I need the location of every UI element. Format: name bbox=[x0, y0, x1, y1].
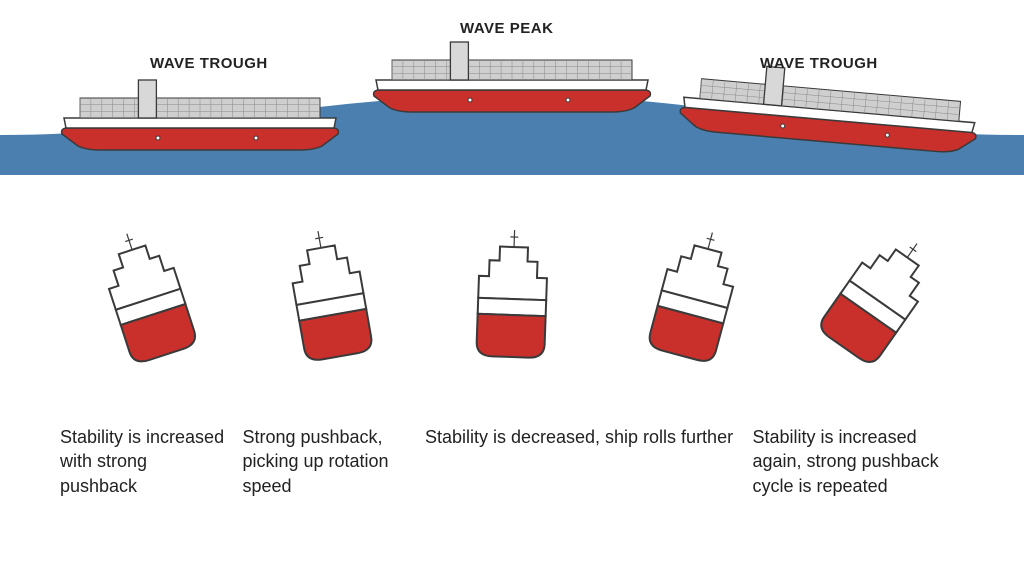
caption: Strong pushback, picking up rotation spe… bbox=[242, 425, 406, 498]
roll-stage-3 bbox=[608, 220, 778, 400]
ship-cross-section bbox=[80, 220, 220, 370]
roll-stage-4 bbox=[789, 220, 959, 400]
label-wave-trough-left: WAVE TROUGH bbox=[150, 55, 268, 72]
roll-stage-1 bbox=[246, 220, 416, 400]
wave-profile-section: WAVE TROUGH WAVE PEAK WAVE TROUGH bbox=[0, 0, 1024, 180]
roll-sequence-section: Stability is increased with strong pushb… bbox=[0, 180, 1024, 576]
label-wave-trough-right: WAVE TROUGH bbox=[760, 55, 878, 72]
roll-stage-0 bbox=[65, 220, 235, 400]
roll-stage-2 bbox=[427, 220, 597, 400]
ship-cross-section bbox=[804, 220, 944, 370]
caption: Stability is decreased, ship rolls furth… bbox=[425, 425, 735, 498]
caption-row: Stability is increased with strong pushb… bbox=[0, 425, 1024, 498]
label-wave-peak: WAVE PEAK bbox=[460, 20, 553, 37]
ship-cross-section bbox=[261, 220, 401, 370]
ship-cross-section bbox=[623, 220, 763, 370]
caption: Stability is increased with strong pushb… bbox=[60, 425, 224, 498]
ship-cross-section bbox=[442, 220, 582, 370]
cross-section-row bbox=[0, 220, 1024, 400]
caption: Stability is increased again, strong pus… bbox=[753, 425, 946, 498]
